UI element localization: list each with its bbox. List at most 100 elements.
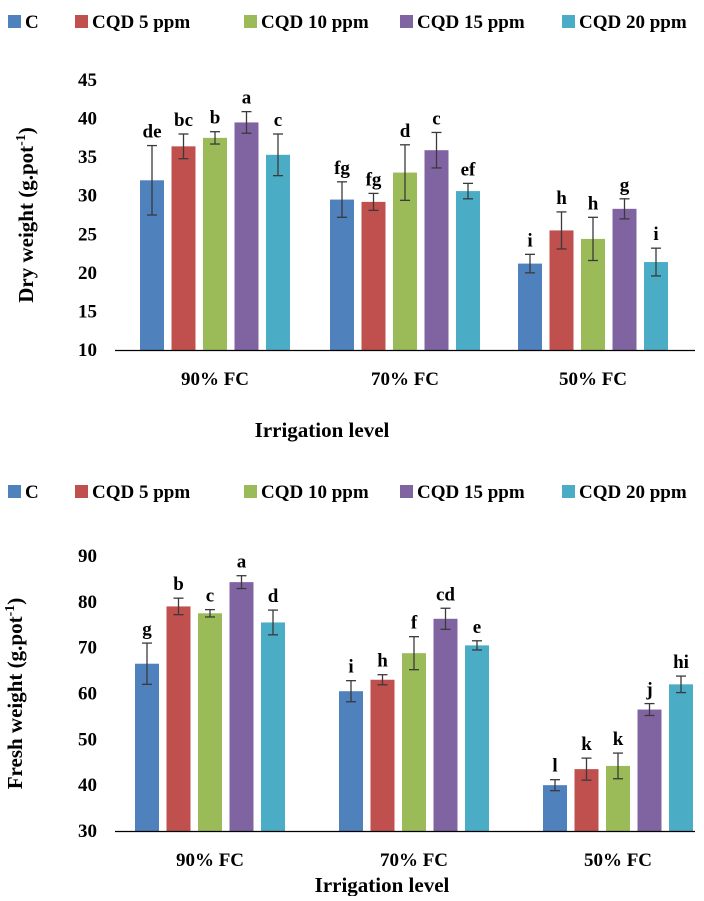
x-category-label: 90% FC [176, 850, 244, 871]
error-bar [472, 640, 482, 651]
legend-swatch [75, 15, 88, 28]
x-axis-title: Irrigation level [255, 418, 390, 442]
bar [203, 137, 227, 350]
significance-letter: l [552, 756, 557, 777]
bar [669, 684, 693, 831]
legend-label: C [25, 12, 39, 33]
significance-letter: h [556, 188, 567, 209]
error-bar [440, 607, 451, 630]
bar [549, 230, 574, 350]
legend-label: CQD 10 ppm [261, 12, 369, 33]
significance-letter: i [653, 224, 658, 245]
legend-swatch [400, 15, 413, 28]
error-bar [142, 642, 152, 685]
error-bar [273, 133, 283, 177]
error-bar [619, 198, 630, 220]
legend-swatch [8, 15, 21, 28]
legend-item-1: C [8, 482, 39, 503]
x-category-label: 50% FC [559, 369, 627, 390]
legend-item-2: CQD 5 ppm [75, 12, 190, 33]
legend-label: C [25, 482, 39, 503]
significance-letter: fg [334, 158, 350, 179]
bar [171, 146, 196, 350]
y-tick-label: 15 [78, 301, 97, 322]
significance-letter: ef [461, 159, 476, 180]
bar [424, 150, 449, 350]
significance-letter: e [473, 617, 481, 638]
bar [465, 645, 489, 831]
legend-label: CQD 5 ppm [92, 12, 190, 33]
error-bar [463, 182, 473, 200]
legend-item-4: CQD 15 ppm [400, 482, 525, 503]
bar [644, 262, 668, 350]
error-bar [409, 636, 419, 671]
dry-weight-chart-svg: C CQD 5 ppm CQD 10 ppm CQD 15 ppm CQD 20 ppm… [8, 12, 695, 442]
legend-swatch [244, 15, 257, 28]
legend-label: CQD 20 ppm [579, 482, 687, 503]
y-tick-label: 45 [78, 70, 97, 91]
significance-letter: g [142, 619, 152, 640]
significance-letter: cd [436, 584, 455, 605]
legend-label: CQD 15 ppm [417, 482, 525, 503]
y-tick-label: 70 [78, 638, 97, 659]
significance-letter: g [620, 175, 630, 196]
legend-swatch [75, 485, 88, 498]
legend-swatch [244, 485, 257, 498]
significance-letter: d [400, 121, 411, 142]
legend-label: CQD 20 ppm [579, 12, 687, 33]
error-bar [581, 757, 592, 781]
bar [543, 785, 567, 831]
x-category-label: 50% FC [584, 850, 652, 871]
legend-label: CQD 5 ppm [92, 482, 190, 503]
significance-letter: k [613, 729, 624, 750]
y-tick-label: 10 [78, 340, 97, 361]
bar [518, 263, 542, 350]
significance-letter: b [210, 108, 221, 129]
error-bar [550, 779, 560, 792]
bar [402, 653, 426, 831]
error-bar [613, 752, 623, 780]
error-bar [588, 216, 598, 262]
y-tick-label: 30 [78, 821, 97, 842]
error-bar [368, 192, 379, 212]
bar [456, 191, 480, 350]
bar [166, 606, 191, 831]
bar [135, 663, 159, 831]
legend-item-3: CQD 10 ppm [244, 482, 369, 503]
y-axis-title: Dry weight (g.pot-1) [14, 127, 38, 303]
bar [370, 679, 395, 831]
error-bar [268, 609, 278, 636]
legend-swatch [562, 485, 575, 498]
fresh-weight-chart: C CQD 5 ppm CQD 10 ppm CQD 15 ppm CQD 20 ppm… [0, 470, 704, 897]
significance-letter: f [411, 613, 418, 634]
y-tick-label: 50 [78, 729, 97, 750]
significance-letter: fg [366, 169, 382, 190]
legend-label: CQD 15 ppm [417, 12, 525, 33]
y-tick-label: 20 [78, 263, 97, 284]
bar [637, 709, 662, 831]
error-bar [236, 575, 247, 590]
error-bar [178, 133, 189, 160]
legend-item-3: CQD 10 ppm [244, 12, 369, 33]
significance-letter: k [581, 734, 592, 755]
y-tick-label: 25 [78, 224, 97, 245]
legend-swatch [8, 485, 21, 498]
y-tick-label: 60 [78, 684, 97, 705]
error-bar [173, 597, 184, 616]
significance-letter: de [143, 122, 162, 143]
legend-item-5: CQD 20 ppm [562, 12, 687, 33]
y-tick-label: 35 [78, 147, 97, 168]
dry-weight-chart: C CQD 5 ppm CQD 10 ppm CQD 15 ppm CQD 20 ppm… [0, 0, 704, 450]
significance-letter: i [348, 657, 353, 678]
legend-item-5: CQD 20 ppm [562, 482, 687, 503]
error-bar [241, 110, 252, 134]
error-bar [676, 675, 686, 694]
error-bar [525, 253, 535, 274]
x-category-label: 90% FC [181, 369, 249, 390]
significance-letter: b [173, 574, 184, 595]
significance-letter: d [268, 586, 279, 607]
legend-item-4: CQD 15 ppm [400, 12, 525, 33]
bar [261, 622, 285, 831]
significance-letter: hi [673, 652, 689, 673]
error-bar [644, 702, 655, 717]
